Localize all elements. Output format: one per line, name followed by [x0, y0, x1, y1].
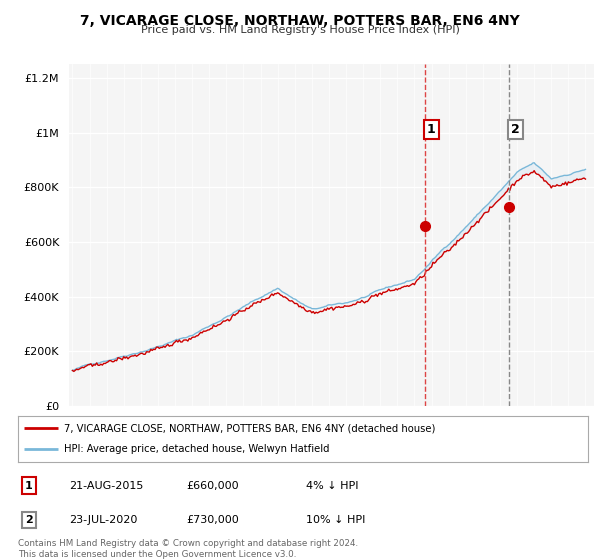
Text: 1: 1	[25, 480, 32, 491]
Text: Price paid vs. HM Land Registry's House Price Index (HPI): Price paid vs. HM Land Registry's House …	[140, 25, 460, 35]
Text: 4% ↓ HPI: 4% ↓ HPI	[306, 480, 359, 491]
Text: 10% ↓ HPI: 10% ↓ HPI	[306, 515, 365, 525]
Text: 7, VICARAGE CLOSE, NORTHAW, POTTERS BAR, EN6 4NY: 7, VICARAGE CLOSE, NORTHAW, POTTERS BAR,…	[80, 14, 520, 28]
Text: 21-AUG-2015: 21-AUG-2015	[69, 480, 143, 491]
Text: £660,000: £660,000	[186, 480, 239, 491]
Text: 1: 1	[427, 123, 436, 136]
Text: 2: 2	[511, 123, 520, 136]
Text: 2: 2	[25, 515, 32, 525]
Text: Contains HM Land Registry data © Crown copyright and database right 2024.
This d: Contains HM Land Registry data © Crown c…	[18, 539, 358, 559]
Text: 7, VICARAGE CLOSE, NORTHAW, POTTERS BAR, EN6 4NY (detached house): 7, VICARAGE CLOSE, NORTHAW, POTTERS BAR,…	[64, 423, 435, 433]
Text: HPI: Average price, detached house, Welwyn Hatfield: HPI: Average price, detached house, Welw…	[64, 445, 329, 455]
Text: 23-JUL-2020: 23-JUL-2020	[69, 515, 137, 525]
Text: £730,000: £730,000	[186, 515, 239, 525]
